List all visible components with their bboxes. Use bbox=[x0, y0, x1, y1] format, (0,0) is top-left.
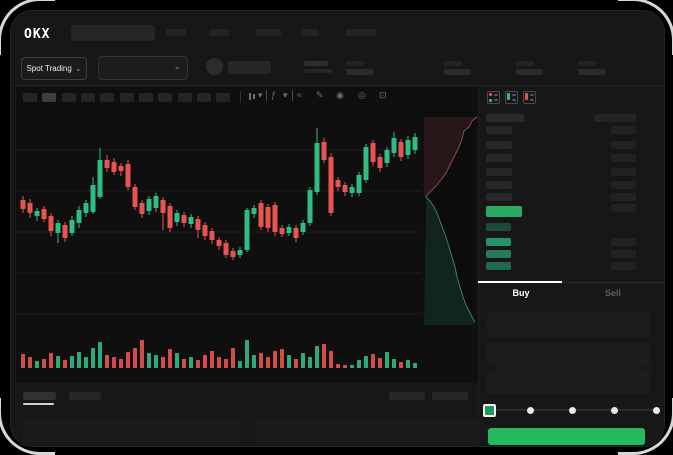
ask-amount-5 bbox=[611, 193, 636, 201]
price-field[interactable] bbox=[487, 312, 651, 337]
stat-value-1 bbox=[444, 69, 471, 75]
ask-amount-2 bbox=[611, 154, 636, 162]
nav-item-4[interactable] bbox=[346, 29, 376, 36]
timeframe-button-6[interactable] bbox=[139, 93, 153, 102]
snapshot-icon[interactable]: ◉ bbox=[336, 90, 344, 100]
stat-value-2 bbox=[516, 69, 543, 75]
market-type-label: Spot Trading bbox=[26, 64, 72, 73]
trade-tab-divider bbox=[478, 282, 664, 283]
pair-name-placeholder bbox=[228, 61, 271, 74]
stat-value-0 bbox=[346, 69, 373, 75]
stat-label-0 bbox=[346, 61, 364, 66]
header-divider bbox=[11, 85, 664, 86]
book-asks-icon[interactable] bbox=[523, 91, 536, 104]
tab-buy[interactable]: Buy bbox=[512, 288, 530, 298]
ask-amount-0 bbox=[611, 126, 636, 134]
ask-price-4[interactable] bbox=[486, 181, 512, 189]
timeframe-button-1[interactable] bbox=[42, 93, 56, 102]
timeframe-button-7[interactable] bbox=[158, 93, 172, 102]
stat-value-3 bbox=[578, 69, 605, 75]
slider-handle[interactable] bbox=[483, 404, 496, 417]
timeframe-button-3[interactable] bbox=[81, 93, 95, 102]
search-input[interactable] bbox=[71, 25, 155, 41]
bottom-tab-underline bbox=[23, 403, 54, 405]
fullscreen-icon[interactable]: ⊡ bbox=[379, 90, 387, 100]
nav-item-2[interactable] bbox=[256, 29, 281, 36]
buy-submit-button[interactable] bbox=[488, 428, 645, 445]
slider-stop-3[interactable] bbox=[611, 407, 618, 414]
orders-panel-placeholder bbox=[23, 418, 241, 444]
indicator-icon[interactable]: ƒ bbox=[271, 90, 277, 100]
chevron-down-icon: ⌄ bbox=[173, 61, 181, 71]
draw-tool-icon[interactable]: ✎ bbox=[316, 90, 324, 100]
amount-field[interactable] bbox=[487, 342, 651, 367]
coin-avatar bbox=[206, 58, 223, 75]
chevron-down-icon[interactable]: ▾ bbox=[283, 90, 288, 100]
toolbar-divider bbox=[240, 91, 241, 103]
book-combined-icon[interactable] bbox=[487, 91, 500, 104]
chart-style-icon[interactable] bbox=[248, 92, 257, 101]
last-price-placeholder bbox=[304, 61, 328, 66]
active-tab-indicator bbox=[478, 281, 562, 283]
nav-item-0[interactable] bbox=[166, 29, 186, 36]
timeframe-button-8[interactable] bbox=[178, 93, 192, 102]
ask-price-5[interactable] bbox=[486, 193, 512, 201]
app-window: OKX Spot Trading ⌄ ⌄ ▾ │ ƒ ▾ │ ≈ ✎ ◉ ◎ ⊡ Buy Sell bbox=[10, 10, 665, 447]
toolbar-divider: │ bbox=[264, 90, 270, 100]
toolbar-divider: │ bbox=[290, 90, 296, 100]
timeframe-button-2[interactable] bbox=[62, 93, 76, 102]
timeframe-button-5[interactable] bbox=[120, 93, 134, 102]
bid-amount-2 bbox=[611, 250, 636, 258]
bid-price-1[interactable] bbox=[486, 238, 511, 246]
bottom-tab-active[interactable] bbox=[23, 392, 56, 400]
tab-sell[interactable]: Sell bbox=[604, 288, 621, 298]
ask-amount-1 bbox=[611, 141, 636, 149]
instrument-dropdown[interactable]: ⌄ bbox=[98, 56, 188, 80]
orderbook-amount-header bbox=[594, 114, 636, 122]
timeframe-button-0[interactable] bbox=[23, 93, 37, 102]
orderbook-price-header bbox=[486, 114, 524, 122]
chart-panel bbox=[16, 87, 478, 383]
total-field[interactable] bbox=[487, 369, 651, 394]
ask-price-1[interactable] bbox=[486, 141, 512, 149]
timeframe-button-10[interactable] bbox=[216, 93, 230, 102]
bid-amount-1 bbox=[611, 238, 636, 246]
ask-amount-3 bbox=[611, 168, 636, 176]
line-tool-icon[interactable]: ≈ bbox=[297, 90, 302, 100]
price-sub-placeholder bbox=[304, 69, 332, 73]
history-icon[interactable]: ◎ bbox=[358, 90, 366, 100]
bottom-action-button-1[interactable] bbox=[389, 392, 425, 400]
bottom-action-button-2[interactable] bbox=[432, 392, 468, 400]
timeframe-button-9[interactable] bbox=[197, 93, 211, 102]
stat-label-1 bbox=[444, 61, 462, 66]
timeframe-button-4[interactable] bbox=[100, 93, 114, 102]
bid-price-0[interactable] bbox=[486, 223, 511, 231]
slider-stop-4[interactable] bbox=[653, 407, 660, 414]
ask-price-0[interactable] bbox=[486, 126, 512, 134]
stat-label-2 bbox=[516, 61, 534, 66]
ask-price-2[interactable] bbox=[486, 154, 512, 162]
chevron-down-icon: ⌄ bbox=[74, 64, 82, 73]
bottom-tab-inactive[interactable] bbox=[69, 392, 101, 400]
last-price-badge bbox=[486, 206, 522, 217]
nav-item-1[interactable] bbox=[209, 29, 229, 36]
chevron-down-icon[interactable]: ▾ bbox=[258, 90, 263, 100]
market-type-dropdown[interactable]: Spot Trading ⌄ bbox=[21, 57, 87, 80]
okx-logo: OKX bbox=[24, 27, 51, 42]
history-panel-placeholder bbox=[257, 418, 478, 444]
ask-amount-4 bbox=[611, 181, 636, 189]
slider-stop-2[interactable] bbox=[569, 407, 576, 414]
bid-price-3[interactable] bbox=[486, 262, 511, 270]
sidebar-divider bbox=[478, 87, 479, 446]
stat-label-3 bbox=[578, 61, 596, 66]
slider-stop-1[interactable] bbox=[527, 407, 534, 414]
bid-price-2[interactable] bbox=[486, 250, 511, 258]
bid-amount-3 bbox=[611, 262, 636, 270]
last-price-amount bbox=[611, 204, 636, 212]
nav-item-3[interactable] bbox=[301, 29, 319, 36]
ask-price-3[interactable] bbox=[486, 168, 512, 176]
book-bids-icon[interactable] bbox=[505, 91, 518, 104]
